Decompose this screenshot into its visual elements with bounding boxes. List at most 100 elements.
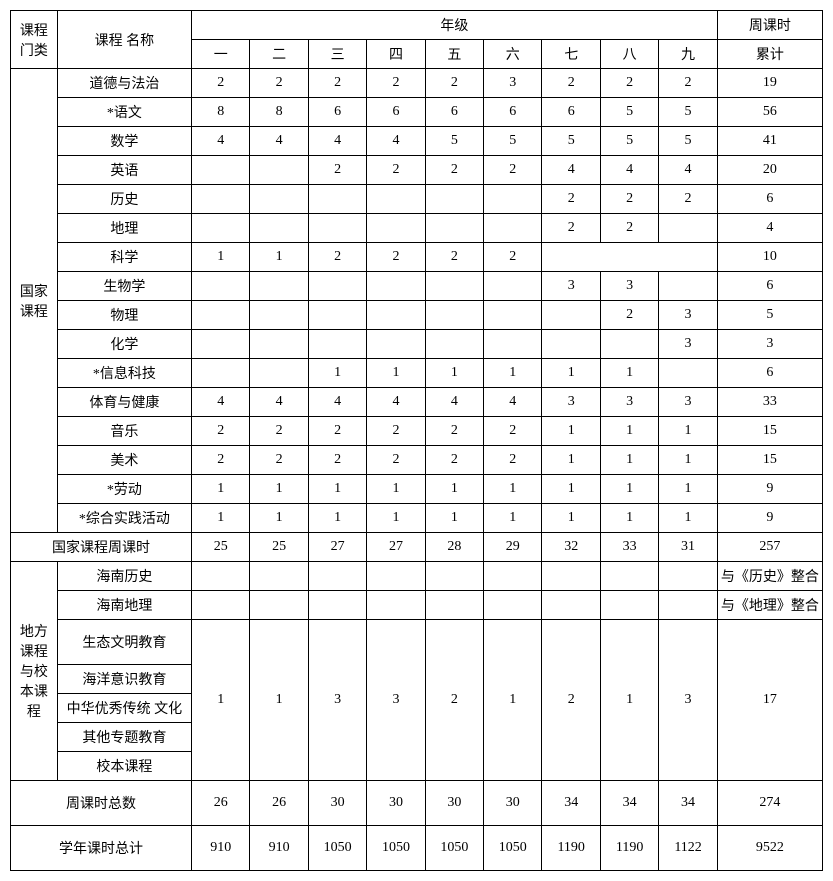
course-name: 生态文明教育	[57, 620, 191, 665]
cell: 8	[250, 98, 308, 127]
cell: 3	[542, 272, 600, 301]
cell	[192, 156, 250, 185]
cell	[425, 214, 483, 243]
cell: 2	[425, 243, 483, 272]
row-total: 17	[717, 620, 822, 781]
cell: 1	[484, 475, 542, 504]
row-total: 257	[717, 533, 822, 562]
cell: 32	[542, 533, 600, 562]
header-grade-2: 二	[250, 40, 308, 69]
cell: 2	[308, 243, 366, 272]
cell: 5	[659, 127, 718, 156]
cell: 1	[484, 359, 542, 388]
cell: 4	[308, 388, 366, 417]
cell: 1	[192, 475, 250, 504]
cell: 1	[425, 475, 483, 504]
cell	[250, 301, 308, 330]
cell: 34	[659, 781, 718, 826]
cell: 30	[484, 781, 542, 826]
cell: 6	[308, 98, 366, 127]
course-name: 海南历史	[57, 562, 191, 591]
course-name: 其他专题教育	[57, 723, 191, 752]
cell	[659, 591, 718, 620]
row-total: 9	[717, 475, 822, 504]
row-total: 15	[717, 417, 822, 446]
cell	[600, 330, 658, 359]
cell	[600, 562, 658, 591]
cell: 2	[308, 69, 366, 98]
cell: 1	[600, 359, 658, 388]
cell: 34	[542, 781, 600, 826]
table-row: *综合实践活动1111111119	[11, 504, 823, 533]
category-national: 国家 课程	[11, 69, 58, 533]
table-row: 地理224	[11, 214, 823, 243]
header-total: 周课时	[717, 11, 822, 40]
cell: 1190	[542, 826, 600, 871]
row-total: 33	[717, 388, 822, 417]
cell: 4	[308, 127, 366, 156]
cell: 4	[600, 156, 658, 185]
table-row: 地方 课程 与校 本课 程海南历史与《历史》整合	[11, 562, 823, 591]
course-name: 化学	[57, 330, 191, 359]
cell: 3	[542, 388, 600, 417]
cell	[308, 272, 366, 301]
cell	[659, 214, 718, 243]
cell: 1	[367, 475, 425, 504]
table-row: 生态文明教育11332121317	[11, 620, 823, 665]
cell: 1	[308, 359, 366, 388]
row-total: 5	[717, 301, 822, 330]
cell: 2	[600, 214, 658, 243]
cell: 4	[425, 388, 483, 417]
cell	[308, 591, 366, 620]
cell: 1	[484, 620, 542, 781]
cell	[367, 591, 425, 620]
cell	[484, 591, 542, 620]
cell: 2	[600, 185, 658, 214]
weekly-total-row: 周课时总数262630303030343434274	[11, 781, 823, 826]
header-grade-6: 六	[484, 40, 542, 69]
cell: 2	[600, 69, 658, 98]
header-grade-5: 五	[425, 40, 483, 69]
course-name: *劳动	[57, 475, 191, 504]
cell: 2	[542, 620, 600, 781]
cell: 1	[600, 475, 658, 504]
cell: 30	[308, 781, 366, 826]
cell: 5	[600, 127, 658, 156]
cell	[425, 272, 483, 301]
cell: 31	[659, 533, 718, 562]
header-grade-9: 九	[659, 40, 718, 69]
row-total: 与《历史》整合	[717, 562, 822, 591]
row-total: 41	[717, 127, 822, 156]
cell: 4	[250, 127, 308, 156]
cell: 8	[192, 98, 250, 127]
cell: 2	[425, 156, 483, 185]
yearly-total-row: 学年课时总计9109101050105010501050119011901122…	[11, 826, 823, 871]
cell: 2	[250, 417, 308, 446]
course-name: 音乐	[57, 417, 191, 446]
cell: 28	[425, 533, 483, 562]
cell: 3	[659, 620, 718, 781]
row-total: 与《地理》整合	[717, 591, 822, 620]
cell: 25	[250, 533, 308, 562]
cell: 1	[659, 504, 718, 533]
cell: 2	[250, 69, 308, 98]
cell: 1050	[425, 826, 483, 871]
cell	[367, 330, 425, 359]
cell: 2	[192, 69, 250, 98]
cell: 1	[367, 359, 425, 388]
cell: 33	[600, 533, 658, 562]
cell: 6	[542, 98, 600, 127]
cell: 2	[425, 446, 483, 475]
curriculum-table: 课程 门类 课程 名称 年级 周课时 一 二 三 四 五 六 七 八 九 累计 …	[10, 10, 823, 871]
cell: 26	[192, 781, 250, 826]
cell: 1	[484, 504, 542, 533]
cell	[250, 591, 308, 620]
cell: 3	[659, 301, 718, 330]
cell: 2	[367, 156, 425, 185]
cell	[425, 330, 483, 359]
cell: 25	[192, 533, 250, 562]
cell: 27	[367, 533, 425, 562]
cell: 1	[250, 475, 308, 504]
cell	[484, 272, 542, 301]
cell-merged	[542, 243, 717, 272]
